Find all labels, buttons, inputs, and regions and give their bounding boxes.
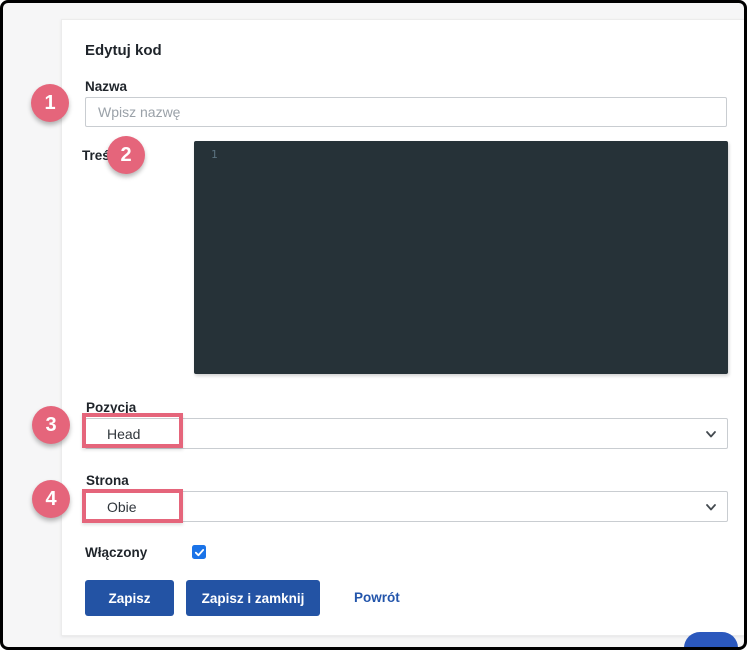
annotation-badge-1: 1 [31, 84, 69, 122]
position-select-value: Head [107, 425, 141, 442]
name-field-label: Nazwa [85, 79, 128, 94]
name-input[interactable] [85, 97, 727, 127]
page-title: Edytuj kod [85, 42, 162, 59]
code-editor[interactable]: 1 [194, 141, 728, 374]
page-field-label: Strona [86, 473, 129, 488]
back-link[interactable]: Powrót [354, 590, 400, 605]
position-field-label: Pozycja [86, 400, 137, 415]
position-select[interactable]: Head [85, 418, 728, 449]
chevron-down-icon [706, 503, 716, 510]
annotation-badge-3: 3 [32, 406, 70, 444]
annotation-badge-4: 4 [32, 480, 70, 518]
editor-line-number: 1 [211, 148, 218, 161]
chat-widget-button[interactable] [684, 632, 738, 647]
enabled-checkbox[interactable] [192, 545, 206, 559]
page-select[interactable]: Obie [85, 491, 728, 522]
edit-code-panel: Edytuj kod Nazwa Treść 1 Pozycja Head St… [61, 19, 744, 636]
annotation-badge-2: 2 [107, 136, 145, 174]
save-and-close-button[interactable]: Zapisz i zamknij [186, 580, 320, 616]
check-icon [194, 548, 204, 556]
save-button[interactable]: Zapisz [85, 580, 174, 616]
enabled-field-label: Włączony [85, 545, 148, 560]
chevron-down-icon [706, 430, 716, 437]
page-select-value: Obie [107, 498, 137, 515]
